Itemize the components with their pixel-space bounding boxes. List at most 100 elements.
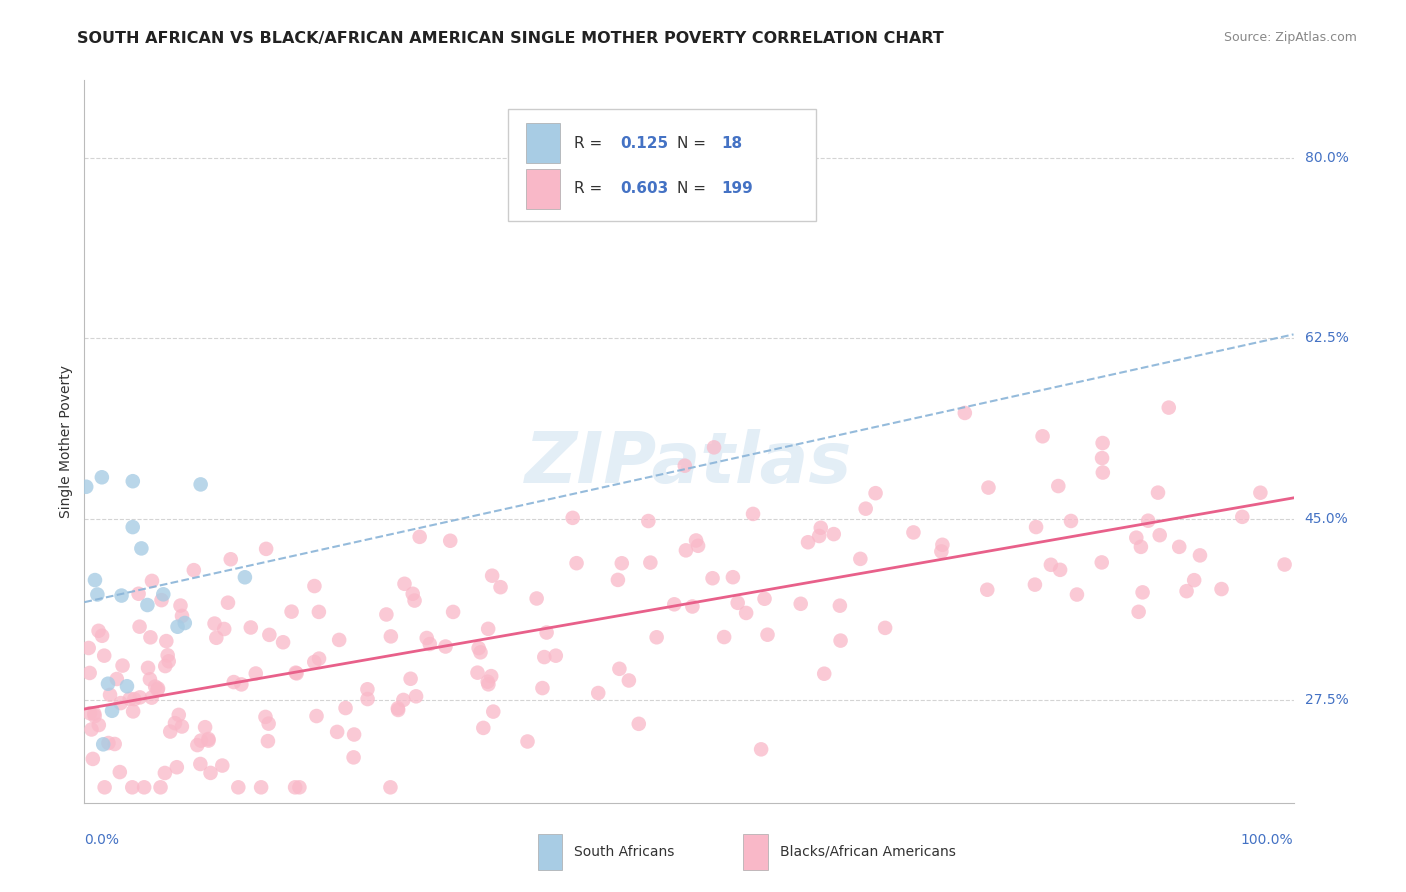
Point — [305, 709, 328, 723]
Point — [115, 679, 138, 693]
Point — [152, 587, 174, 601]
Point — [808, 529, 831, 543]
Point — [131, 541, 153, 556]
Text: N =: N = — [676, 181, 710, 196]
Point — [637, 514, 659, 528]
Point — [342, 750, 364, 764]
Point — [1047, 479, 1070, 493]
Point — [380, 780, 402, 795]
Point — [141, 574, 163, 588]
Point — [150, 593, 173, 607]
Point — [828, 599, 851, 613]
Point — [561, 511, 583, 525]
Y-axis label: Single Mother Poverty: Single Mother Poverty — [59, 365, 73, 518]
Point — [121, 474, 143, 488]
Text: R =: R = — [574, 181, 607, 196]
FancyBboxPatch shape — [526, 169, 560, 209]
Point — [86, 587, 108, 601]
Point — [108, 765, 131, 780]
Point — [609, 662, 631, 676]
Point — [702, 571, 724, 585]
Point — [399, 672, 422, 686]
Point — [205, 631, 228, 645]
Point — [169, 599, 191, 613]
Point — [118, 691, 141, 706]
Point — [439, 533, 461, 548]
Point — [685, 533, 707, 548]
Point — [416, 631, 439, 645]
Point — [84, 573, 107, 587]
Point — [789, 597, 811, 611]
Point — [617, 673, 640, 688]
Point — [875, 621, 897, 635]
Point — [673, 458, 696, 473]
Point — [93, 780, 115, 795]
Point — [356, 682, 378, 697]
Point — [245, 666, 267, 681]
Point — [149, 780, 172, 795]
Point — [128, 620, 150, 634]
Point — [742, 507, 765, 521]
Point — [233, 570, 256, 584]
Point — [797, 535, 820, 549]
Point — [87, 624, 110, 638]
Point — [1066, 588, 1088, 602]
Point — [204, 616, 226, 631]
Point — [326, 725, 349, 739]
Point — [280, 605, 302, 619]
Point — [1249, 485, 1271, 500]
Text: Source: ZipAtlas.com: Source: ZipAtlas.com — [1223, 31, 1357, 45]
Point — [197, 731, 219, 746]
Text: 18: 18 — [721, 136, 742, 151]
Point — [111, 658, 134, 673]
Text: 62.5%: 62.5% — [1305, 331, 1348, 345]
Point — [328, 632, 350, 647]
Point — [335, 701, 357, 715]
Point — [141, 690, 163, 705]
Point — [1232, 509, 1254, 524]
Text: 0.0%: 0.0% — [84, 833, 120, 847]
Point — [977, 481, 1000, 495]
Point — [1129, 540, 1152, 554]
Point — [375, 607, 398, 622]
Point — [823, 527, 845, 541]
Point — [1132, 585, 1154, 599]
Point — [1039, 558, 1062, 572]
Point — [810, 521, 832, 535]
Point — [1091, 466, 1114, 480]
Point — [231, 677, 253, 691]
Point — [472, 721, 495, 735]
Text: 80.0%: 80.0% — [1305, 151, 1348, 165]
Point — [121, 780, 143, 795]
Point — [128, 587, 150, 601]
Point — [489, 580, 512, 594]
Point — [136, 598, 159, 612]
Point — [75, 480, 97, 494]
Point — [1168, 540, 1191, 554]
Text: South Africans: South Africans — [574, 845, 675, 859]
Text: 27.5%: 27.5% — [1305, 692, 1348, 706]
Point — [402, 587, 425, 601]
Point — [408, 530, 430, 544]
Point — [226, 780, 249, 795]
Point — [713, 630, 735, 644]
Point — [136, 661, 159, 675]
Point — [155, 659, 177, 673]
Point — [735, 606, 758, 620]
Point — [482, 705, 505, 719]
Point — [98, 688, 121, 702]
Point — [754, 591, 776, 606]
Point — [146, 682, 169, 697]
Point — [190, 733, 212, 747]
Point — [239, 620, 262, 634]
Point — [387, 701, 409, 715]
Text: 0.603: 0.603 — [620, 181, 668, 196]
Point — [97, 677, 120, 691]
Point — [122, 705, 145, 719]
Point — [849, 552, 872, 566]
Point — [343, 727, 366, 741]
Point — [304, 655, 326, 669]
Point — [222, 675, 245, 690]
Point — [155, 634, 177, 648]
Point — [1157, 401, 1180, 415]
